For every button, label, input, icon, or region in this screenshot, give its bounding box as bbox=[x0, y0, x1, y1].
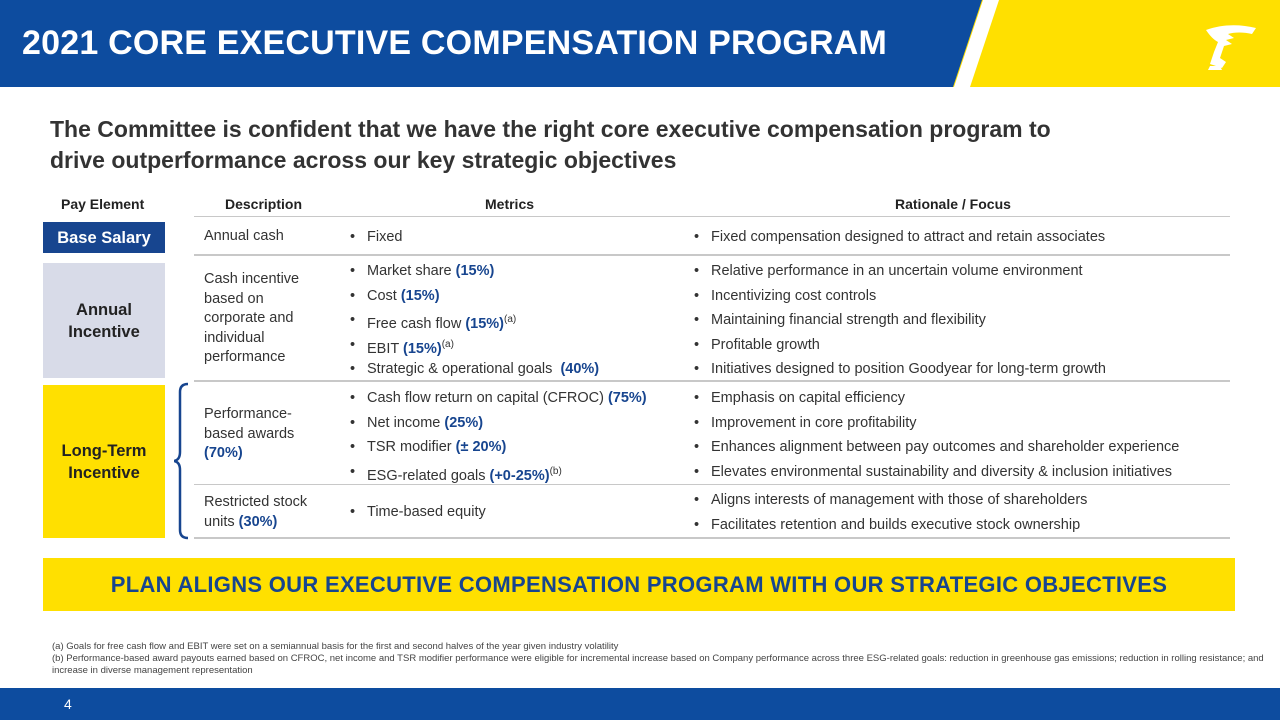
restricted-stock-description: Restricted stock units (30%) bbox=[204, 494, 308, 530]
annual-rationale-item: Maintaining financial strength and flexi… bbox=[694, 311, 986, 329]
long-term-brace-icon bbox=[174, 382, 189, 540]
rsu-metric-item: Time-based equity bbox=[350, 503, 486, 521]
base-salary-metric: Fixed bbox=[350, 228, 403, 246]
footnote-ref: (b) bbox=[549, 466, 562, 477]
page-number: 4 bbox=[64, 696, 72, 712]
footnote-b: (b) Performance-based award payouts earn… bbox=[52, 653, 1264, 676]
annual-incentive-description: Cash incentive based on corporate and in… bbox=[204, 270, 299, 368]
annual-description-line: Cash incentive bbox=[204, 271, 300, 287]
annual-metric-item: Strategic & operational goals (40%) bbox=[350, 360, 600, 378]
lti-metric-item: Net income (25%) bbox=[350, 414, 484, 432]
lti-rationale-item: Emphasis on capital efficiency bbox=[694, 389, 905, 407]
winged-foot-logo-icon bbox=[1206, 25, 1256, 70]
base-salary-label: Base Salary bbox=[57, 228, 151, 247]
row-divider-line bbox=[194, 254, 1230, 256]
slide-subtitle: The Committee is confident that we have … bbox=[50, 114, 1200, 176]
metric-weight: (15%) bbox=[455, 263, 495, 279]
metric-weight: (± 20%) bbox=[455, 439, 507, 455]
annual-description-line: individual bbox=[204, 329, 265, 346]
footer-bar: 4 bbox=[0, 688, 1280, 720]
subtitle-line-2: drive outperformance across our key stra… bbox=[50, 147, 677, 173]
column-header-pay-element: Pay Element bbox=[61, 196, 145, 212]
lti-rationale-item: Enhances alignment between pay outcomes … bbox=[694, 438, 1179, 456]
metric-weight: (15%) bbox=[465, 315, 505, 332]
annual-metric-item: Cost (15%) bbox=[350, 287, 440, 305]
column-header-metrics: Metrics bbox=[485, 196, 535, 212]
annual-rationale-item: Incentivizing cost controls bbox=[694, 287, 876, 305]
footnote-ref: (a) bbox=[504, 314, 517, 325]
row-divider-line bbox=[194, 537, 1230, 539]
annual-incentive-label-2: Incentive bbox=[68, 322, 140, 341]
lti-metric-item: ESG-related goals (+0-25%)(b) bbox=[350, 463, 562, 485]
metric-weight: (25%) bbox=[444, 415, 484, 431]
metric-weight: (40%) bbox=[560, 361, 600, 377]
row-divider-line bbox=[194, 484, 1230, 485]
footnote-a: (a) Goals for free cash flow and EBIT we… bbox=[52, 641, 619, 652]
pay-element-annual-incentive: Annual Incentive bbox=[43, 263, 165, 378]
column-header-rationale: Rationale / Focus bbox=[895, 196, 1011, 212]
metric-weight: (15%) bbox=[403, 340, 442, 357]
annual-metric-item: Free cash flow (15%)(a) bbox=[350, 311, 517, 333]
header-blue-band bbox=[0, 0, 982, 87]
column-header-description: Description bbox=[225, 196, 303, 212]
performance-awards-description: Performance- based awards (70%) bbox=[204, 405, 294, 464]
lti-rationale-item: Elevates environmental sustainability an… bbox=[694, 463, 1172, 481]
annual-description-line: performance bbox=[204, 349, 286, 365]
annual-description-line: based on bbox=[204, 290, 264, 307]
pay-element-base-salary: Base Salary bbox=[43, 222, 165, 253]
annual-rationale-item: Relative performance in an uncertain vol… bbox=[694, 262, 1083, 280]
header-divider-line bbox=[194, 216, 1230, 217]
lti-metric-item: Cash flow return on capital (CFROC) (75%… bbox=[350, 389, 647, 407]
subtitle-line-1: The Committee is confident that we have … bbox=[50, 116, 1051, 142]
metric-weight: (15%) bbox=[400, 288, 440, 304]
lti-metric-item: TSR modifier (± 20%) bbox=[350, 438, 507, 456]
footnote-ref: (a) bbox=[441, 339, 454, 350]
base-salary-rationale: Fixed compensation designed to attract a… bbox=[694, 228, 1105, 246]
annual-incentive-label-1: Annual bbox=[76, 300, 132, 319]
annual-rationale-item: Initiatives designed to position Goodyea… bbox=[694, 360, 1106, 378]
long-term-incentive-label-2: Incentive bbox=[68, 463, 140, 482]
annual-metric-item: EBIT (15%)(a) bbox=[350, 336, 454, 358]
pay-element-long-term-incentive: Long-Term Incentive bbox=[43, 385, 165, 538]
page-title: 2021 CORE EXECUTIVE COMPENSATION PROGRAM bbox=[22, 24, 888, 62]
strategic-alignment-banner: PLAN ALIGNS OUR EXECUTIVE COMPENSATION P… bbox=[43, 558, 1235, 611]
performance-awards-weight: (70%) bbox=[204, 445, 243, 461]
annual-metric-item: Market share (15%) bbox=[350, 262, 495, 280]
lti-rationale-item: Improvement in core profitability bbox=[694, 414, 916, 432]
base-salary-description: Annual cash bbox=[204, 228, 284, 244]
rsu-rationale-item: Aligns interests of management with thos… bbox=[694, 491, 1087, 509]
rsu-rationale-item: Facilitates retention and builds executi… bbox=[694, 516, 1080, 534]
annual-description-line: corporate and bbox=[204, 310, 294, 326]
metric-weight: (75%) bbox=[607, 390, 647, 406]
banner-text: PLAN ALIGNS OUR EXECUTIVE COMPENSATION P… bbox=[110, 571, 1168, 597]
metric-weight: (+0-25%) bbox=[489, 467, 550, 484]
footnotes: (a) Goals for free cash flow and EBIT we… bbox=[52, 641, 1267, 677]
row-divider-line bbox=[194, 380, 1230, 382]
restricted-stock-weight: (30%) bbox=[238, 513, 278, 530]
long-term-incentive-label-1: Long-Term bbox=[61, 441, 147, 460]
annual-rationale-item: Profitable growth bbox=[694, 336, 820, 354]
